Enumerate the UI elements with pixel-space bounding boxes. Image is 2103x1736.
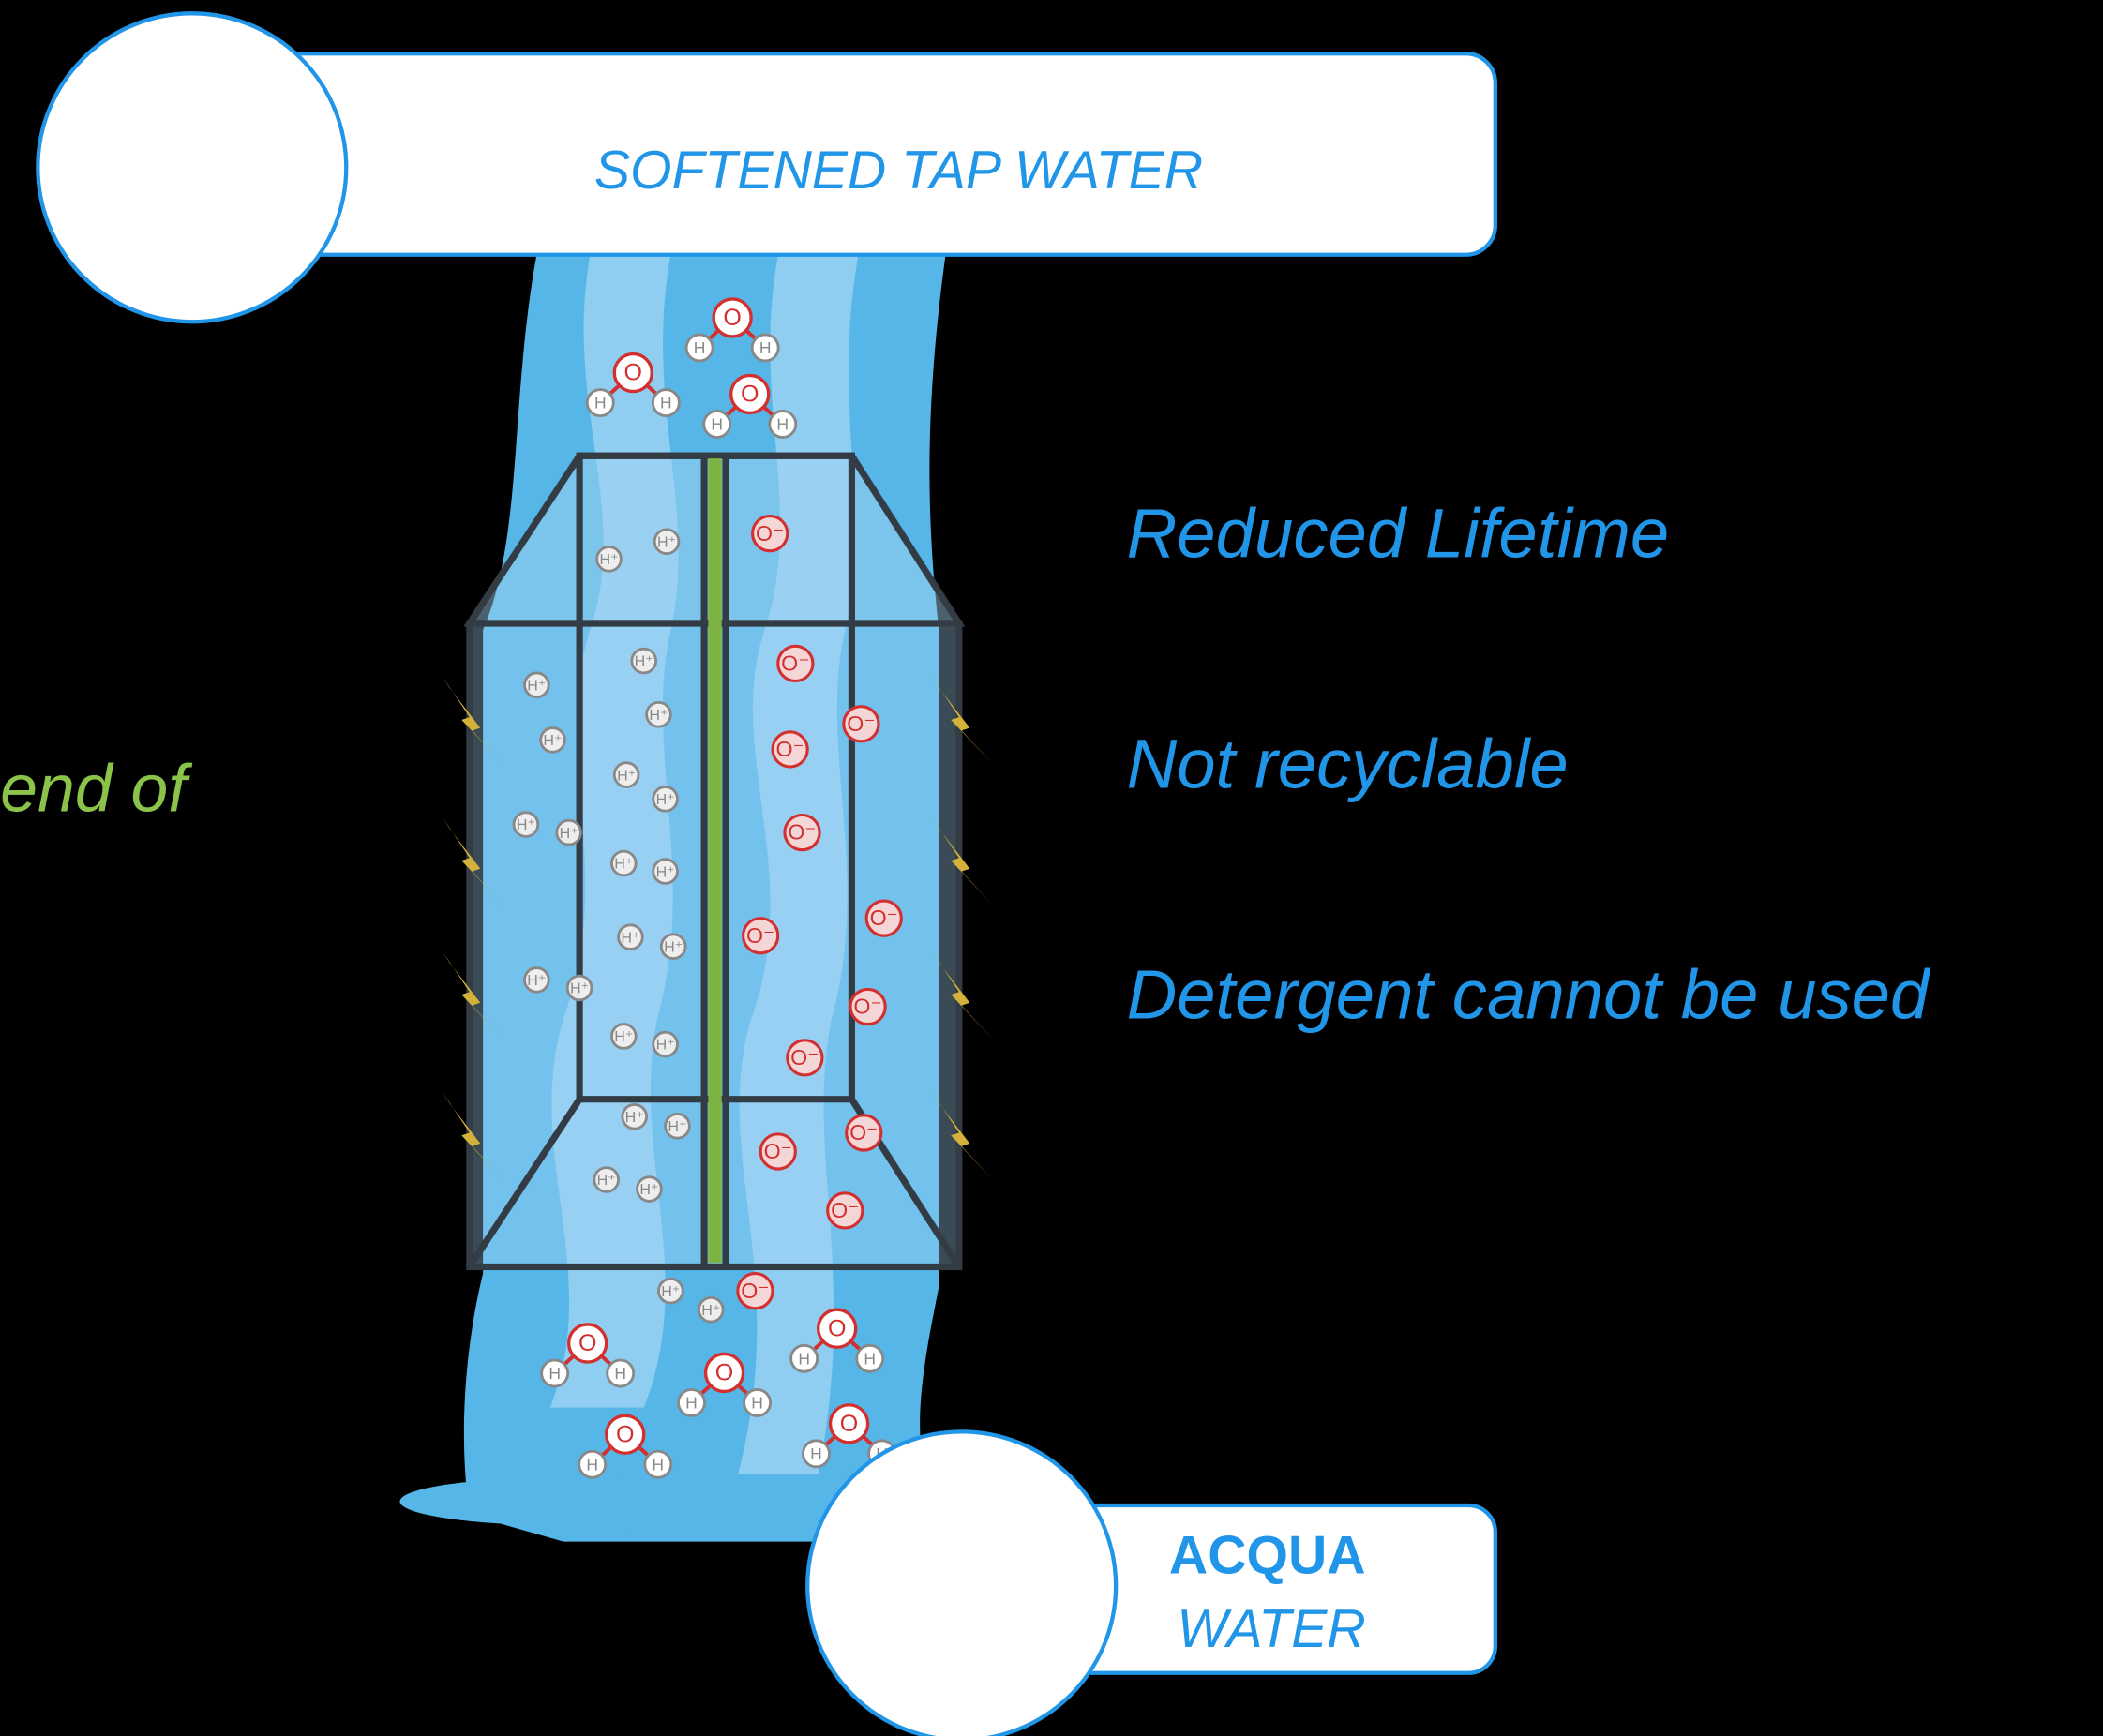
atom-label: H⁺ xyxy=(614,1028,633,1045)
atom-label: H⁺ xyxy=(600,551,619,568)
atom-label: H xyxy=(594,394,607,412)
atom-label: H⁺ xyxy=(656,1037,675,1054)
atom-label: H xyxy=(614,1364,626,1383)
atom-label: H⁺ xyxy=(527,972,546,989)
atom-label: H⁺ xyxy=(517,816,535,833)
atom-label: O xyxy=(741,381,759,407)
atom-label: H⁺ xyxy=(656,791,675,808)
atom-label: O⁻ xyxy=(870,905,898,930)
atom-label: O xyxy=(616,1421,634,1447)
atom-label: O⁻ xyxy=(853,995,881,1019)
atom-label: H xyxy=(660,394,672,412)
atom-label: H xyxy=(652,1455,664,1474)
page: HHOHHOHHOHHOHHOHHOHHOHHOHHOHHOH⁺H⁺H⁺H⁺H⁺… xyxy=(0,0,2103,1736)
drawback: Reduced Lifetime xyxy=(1127,495,1670,573)
atom-label: H⁺ xyxy=(656,863,675,880)
atom-label: H xyxy=(798,1349,810,1368)
atom-label: O xyxy=(578,1330,596,1356)
atom-label: H⁺ xyxy=(635,653,653,670)
atom-label: O xyxy=(723,305,741,331)
molecule-badge xyxy=(38,13,346,322)
output-label: ACQUA xyxy=(1169,1525,1366,1585)
atom-label: H⁺ xyxy=(668,1118,686,1135)
atom-label: H⁺ xyxy=(543,732,562,749)
atom-label: O⁻ xyxy=(788,820,816,845)
atom-label: H xyxy=(548,1364,561,1383)
atom-label: H xyxy=(810,1444,822,1463)
diagram: HHOHHOHHOHHOHHOHHOHHOHHOHHOHHOH⁺H⁺H⁺H⁺H⁺… xyxy=(0,0,2103,1736)
atom-label: H xyxy=(711,415,723,434)
atom-label: H⁺ xyxy=(664,938,683,955)
atom-label: H⁺ xyxy=(597,1172,616,1189)
atom-label: O⁻ xyxy=(790,1045,819,1070)
atom-label: H⁺ xyxy=(701,1302,720,1319)
atom-label: O⁻ xyxy=(775,737,804,761)
atom-label: H⁺ xyxy=(661,1283,680,1300)
atom-label: H⁺ xyxy=(570,980,589,997)
atom-label: H⁺ xyxy=(527,677,546,694)
membrane xyxy=(708,458,721,1263)
output-label: WATER xyxy=(1177,1599,1365,1659)
atom-label: H xyxy=(586,1455,598,1474)
atom-label: H xyxy=(694,338,706,357)
side-note: end of xyxy=(0,752,193,827)
atom-label: H xyxy=(685,1394,698,1413)
atom-label: O⁻ xyxy=(756,521,784,546)
header-title: SOFTENED TAP WATER xyxy=(594,141,1203,201)
atom-label: O⁻ xyxy=(831,1198,859,1222)
molecule-badge xyxy=(807,1431,1116,1736)
atom-label: O xyxy=(840,1411,858,1437)
atom-label: O⁻ xyxy=(746,923,774,948)
atom-label: H⁺ xyxy=(649,707,668,724)
atom-label: H⁺ xyxy=(560,825,578,842)
atom-label: H⁺ xyxy=(614,856,633,873)
atom-label: O⁻ xyxy=(849,1120,878,1145)
atom-label: H⁺ xyxy=(625,1109,644,1126)
atom-label: O⁻ xyxy=(764,1139,792,1163)
atom-label: O xyxy=(828,1315,846,1341)
atom-label: O⁻ xyxy=(781,651,809,675)
atom-label: H xyxy=(776,415,789,434)
atom-label: H⁺ xyxy=(621,929,639,946)
atom-label: O⁻ xyxy=(847,711,875,736)
atom-label: H xyxy=(751,1394,763,1413)
atom-label: O xyxy=(715,1359,733,1385)
atom-label: O⁻ xyxy=(741,1279,769,1303)
atom-label: H⁺ xyxy=(639,1181,658,1198)
drawback: Not recyclable xyxy=(1127,726,1569,803)
drawback: Detergent cannot be used xyxy=(1127,956,1931,1034)
atom-label: H xyxy=(759,338,772,357)
atom-label: H⁺ xyxy=(657,533,676,550)
atom-label: O xyxy=(624,360,642,386)
atom-label: H xyxy=(864,1349,876,1368)
atom-label: H⁺ xyxy=(617,767,636,784)
